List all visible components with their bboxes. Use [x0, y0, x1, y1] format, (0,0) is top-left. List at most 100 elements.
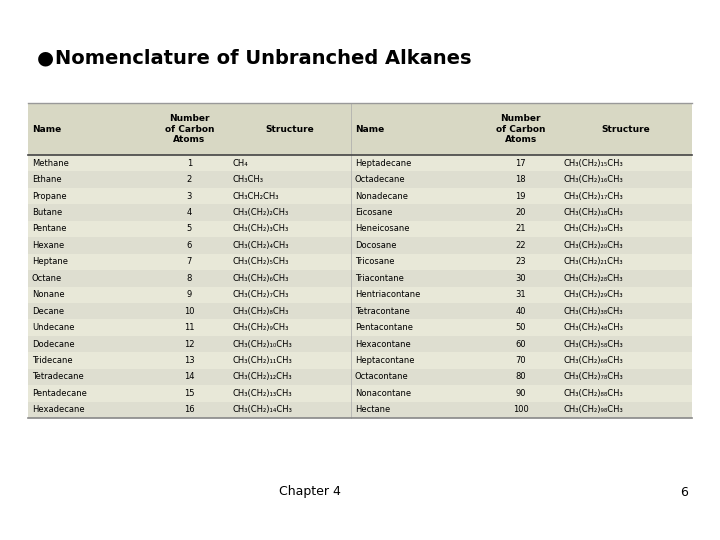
Text: 100: 100: [513, 406, 528, 414]
Text: 21: 21: [516, 225, 526, 233]
Text: Heneicosane: Heneicosane: [355, 225, 410, 233]
Text: CH₃(CH₂)₂₈CH₃: CH₃(CH₂)₂₈CH₃: [563, 274, 623, 283]
Text: CH₃(CH₂)₈₈CH₃: CH₃(CH₂)₈₈CH₃: [563, 389, 623, 398]
Text: 14: 14: [184, 373, 194, 381]
Bar: [28, 319, 692, 336]
Bar: [28, 369, 692, 385]
Text: CH₃(CH₂)₃₈CH₃: CH₃(CH₂)₃₈CH₃: [563, 307, 623, 316]
Text: Heptacontane: Heptacontane: [355, 356, 415, 365]
Bar: [28, 402, 692, 418]
Text: Heptadecane: Heptadecane: [355, 159, 411, 168]
Text: Undecane: Undecane: [32, 323, 74, 332]
Text: 11: 11: [184, 323, 194, 332]
Text: Nonane: Nonane: [32, 290, 65, 299]
Text: Methane: Methane: [32, 159, 69, 168]
Text: 8: 8: [186, 274, 192, 283]
Bar: [28, 221, 692, 237]
Text: CH₃(CH₂)₃CH₃: CH₃(CH₂)₃CH₃: [232, 225, 288, 233]
Bar: [28, 254, 692, 270]
Text: Octadecane: Octadecane: [355, 175, 405, 184]
Text: Chapter 4: Chapter 4: [279, 485, 341, 498]
Text: CH₃(CH₂)₁₇CH₃: CH₃(CH₂)₁₇CH₃: [563, 192, 623, 200]
Text: Octacontane: Octacontane: [355, 373, 409, 381]
Text: Number
of Carbon
Atoms: Number of Carbon Atoms: [165, 114, 214, 144]
Text: 17: 17: [516, 159, 526, 168]
Text: 1: 1: [186, 159, 192, 168]
Text: 80: 80: [516, 373, 526, 381]
Text: Decane: Decane: [32, 307, 64, 316]
Text: Tetracontane: Tetracontane: [355, 307, 410, 316]
Text: CH₃(CH₂)₁₂CH₃: CH₃(CH₂)₁₂CH₃: [232, 373, 292, 381]
Text: 23: 23: [516, 258, 526, 266]
Text: CH₃(CH₂)₅CH₃: CH₃(CH₂)₅CH₃: [232, 258, 289, 266]
Text: CH₃(CH₂)₁₉CH₃: CH₃(CH₂)₁₉CH₃: [563, 225, 623, 233]
Text: 40: 40: [516, 307, 526, 316]
Text: Eicosane: Eicosane: [355, 208, 392, 217]
Text: CH₃(CH₂)₄CH₃: CH₃(CH₂)₄CH₃: [232, 241, 289, 250]
Bar: [28, 237, 692, 254]
Bar: [28, 171, 692, 188]
Text: CH₃(CH₂)₉CH₃: CH₃(CH₂)₉CH₃: [232, 323, 289, 332]
Text: Name: Name: [32, 125, 61, 133]
Bar: [28, 385, 692, 402]
Text: CH₃(CH₂)₂₉CH₃: CH₃(CH₂)₂₉CH₃: [563, 290, 623, 299]
Text: 19: 19: [516, 192, 526, 200]
Text: Pentadecane: Pentadecane: [32, 389, 87, 398]
Text: CH₃CH₃: CH₃CH₃: [232, 175, 263, 184]
Text: CH₃(CH₂)₁₄CH₃: CH₃(CH₂)₁₄CH₃: [232, 406, 292, 414]
Text: 6: 6: [186, 241, 192, 250]
Text: CH₃(CH₂)₁₆CH₃: CH₃(CH₂)₁₆CH₃: [563, 175, 623, 184]
Text: Structure: Structure: [265, 125, 314, 133]
Text: 30: 30: [516, 274, 526, 283]
Bar: [28, 103, 692, 155]
Text: 13: 13: [184, 356, 194, 365]
Bar: [28, 270, 692, 287]
Text: Heptane: Heptane: [32, 258, 68, 266]
Text: CH₃(CH₂)₁₈CH₃: CH₃(CH₂)₁₈CH₃: [563, 208, 623, 217]
Bar: [28, 336, 692, 352]
Text: Hexacontane: Hexacontane: [355, 340, 410, 348]
Text: Structure: Structure: [601, 125, 650, 133]
Text: Hectane: Hectane: [355, 406, 390, 414]
Text: CH₃(CH₂)₂₀CH₃: CH₃(CH₂)₂₀CH₃: [563, 241, 623, 250]
Text: Hentriacontane: Hentriacontane: [355, 290, 420, 299]
Text: CH₃CH₂CH₃: CH₃CH₂CH₃: [232, 192, 279, 200]
Text: Dodecane: Dodecane: [32, 340, 75, 348]
Text: Nonacontane: Nonacontane: [355, 389, 411, 398]
Text: 6: 6: [680, 485, 688, 498]
Text: Propane: Propane: [32, 192, 67, 200]
Text: 90: 90: [516, 389, 526, 398]
Text: CH₃(CH₂)₂₁CH₃: CH₃(CH₂)₂₁CH₃: [563, 258, 623, 266]
Bar: [28, 287, 692, 303]
Text: Pentacontane: Pentacontane: [355, 323, 413, 332]
Text: 10: 10: [184, 307, 194, 316]
Text: Butane: Butane: [32, 208, 62, 217]
Text: 7: 7: [186, 258, 192, 266]
Text: Ethane: Ethane: [32, 175, 62, 184]
Text: 50: 50: [516, 323, 526, 332]
Text: Number
of Carbon
Atoms: Number of Carbon Atoms: [496, 114, 545, 144]
Text: CH₃(CH₂)₅₈CH₃: CH₃(CH₂)₅₈CH₃: [563, 340, 623, 348]
Text: 15: 15: [184, 389, 194, 398]
Text: CH₃(CH₂)₁₀CH₃: CH₃(CH₂)₁₀CH₃: [232, 340, 292, 348]
Text: CH₃(CH₂)₈CH₃: CH₃(CH₂)₈CH₃: [232, 307, 289, 316]
Text: ●: ●: [37, 49, 54, 68]
Bar: [28, 352, 692, 369]
Text: CH₃(CH₂)₁₁CH₃: CH₃(CH₂)₁₁CH₃: [232, 356, 292, 365]
Text: 9: 9: [186, 290, 192, 299]
Text: CH₃(CH₂)₆CH₃: CH₃(CH₂)₆CH₃: [232, 274, 289, 283]
Text: Hexane: Hexane: [32, 241, 64, 250]
Text: 60: 60: [516, 340, 526, 348]
Text: Tricosane: Tricosane: [355, 258, 395, 266]
Text: 18: 18: [516, 175, 526, 184]
Text: 4: 4: [186, 208, 192, 217]
Bar: [28, 303, 692, 319]
Text: Tetradecane: Tetradecane: [32, 373, 84, 381]
Bar: [28, 204, 692, 221]
Text: 5: 5: [186, 225, 192, 233]
Text: Docosane: Docosane: [355, 241, 397, 250]
Text: CH₃(CH₂)₁₃CH₃: CH₃(CH₂)₁₃CH₃: [232, 389, 292, 398]
Text: Nomenclature of Unbranched Alkanes: Nomenclature of Unbranched Alkanes: [55, 49, 472, 68]
Text: 70: 70: [516, 356, 526, 365]
Text: Name: Name: [355, 125, 384, 133]
